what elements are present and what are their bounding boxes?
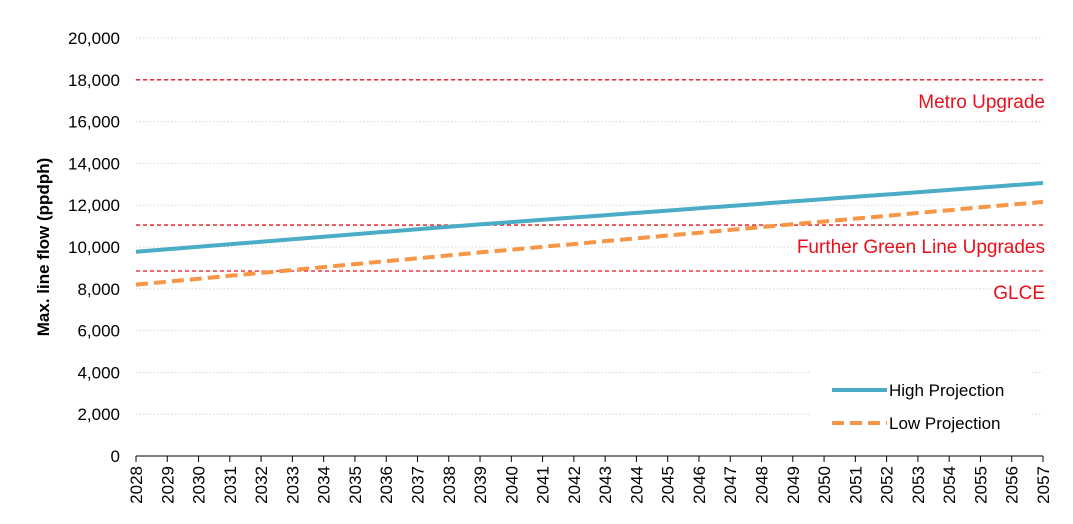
x-tick-label: 2051 — [846, 466, 865, 504]
x-tick-label: 2036 — [377, 466, 396, 504]
legend-label: High Projection — [889, 381, 1004, 400]
x-tick-label: 2057 — [1034, 466, 1053, 504]
series-line — [135, 181, 1044, 254]
y-tick-label: 0 — [111, 447, 120, 466]
gridlines — [136, 37, 1043, 415]
y-tick-label: 20,000 — [68, 29, 120, 48]
x-tick-label: 2045 — [659, 466, 678, 504]
x-tick-label: 2043 — [596, 466, 615, 504]
x-tick-label: 2032 — [252, 466, 271, 504]
x-tick-label: 2056 — [1003, 466, 1022, 504]
x-tick-label: 2048 — [753, 466, 772, 504]
x-tick-label: 2053 — [909, 466, 928, 504]
y-tick-label: 6,000 — [77, 322, 120, 341]
legend: High Projection Low Projection — [810, 365, 1032, 450]
y-tick-label: 12,000 — [68, 196, 120, 215]
y-axis-label: Max. line flow (ppdph) — [34, 158, 53, 336]
y-tick-labels: 0 2,000 4,000 6,000 8,000 10,000 12,000 14,000 1… — [68, 29, 120, 466]
x-tick-label: 2037 — [408, 466, 427, 504]
x-tick-label: 2044 — [627, 466, 646, 504]
legend-background — [810, 365, 1032, 450]
x-tick-label: 2054 — [940, 466, 959, 504]
x-tick-label: 2042 — [565, 466, 584, 504]
x-tick-label: 2029 — [158, 466, 177, 504]
x-tick-label: 2046 — [690, 466, 709, 504]
x-tick-label: 2047 — [721, 466, 740, 504]
x-tick-label: 2049 — [784, 466, 803, 504]
x-tick-label: 2040 — [502, 466, 521, 504]
x-tick-label: 2039 — [471, 466, 490, 504]
x-tick-labels: 2028 2029 2030 2031 2032 2033 2034 2035 2036 2037… — [127, 466, 1053, 504]
threshold-label: Further Green Line Upgrades — [797, 237, 1045, 258]
x-tick-label: 2035 — [346, 466, 365, 504]
x-tick-label: 2055 — [971, 466, 990, 504]
threshold-label: GLCE — [993, 283, 1045, 304]
x-tick-label: 2034 — [315, 466, 334, 504]
series-lines — [135, 181, 1044, 287]
y-tick-label: 16,000 — [68, 113, 120, 132]
y-tick-label: 18,000 — [68, 71, 120, 90]
x-tick-label: 2030 — [190, 466, 209, 504]
threshold-lines: Metro Upgrade Further Green Line Upgrades… — [136, 79, 1045, 304]
x-tick-label: 2031 — [221, 466, 240, 504]
x-tick-label: 2028 — [127, 466, 146, 504]
x-tick-label: 2033 — [283, 466, 302, 504]
threshold-label: Metro Upgrade — [918, 92, 1045, 113]
x-tick-label: 2041 — [534, 466, 553, 504]
x-tick-label: 2038 — [440, 466, 459, 504]
y-tick-label: 4,000 — [77, 363, 120, 382]
y-tick-label: 10,000 — [68, 238, 120, 257]
y-tick-label: 14,000 — [68, 154, 120, 173]
y-tick-label: 8,000 — [77, 280, 120, 299]
y-tick-label: 2,000 — [77, 405, 120, 424]
x-tick-label: 2052 — [878, 466, 897, 504]
legend-label: Low Projection — [889, 414, 1001, 433]
axes — [135, 455, 1044, 462]
x-tick-label: 2050 — [815, 466, 834, 504]
series-line — [135, 199, 1044, 287]
